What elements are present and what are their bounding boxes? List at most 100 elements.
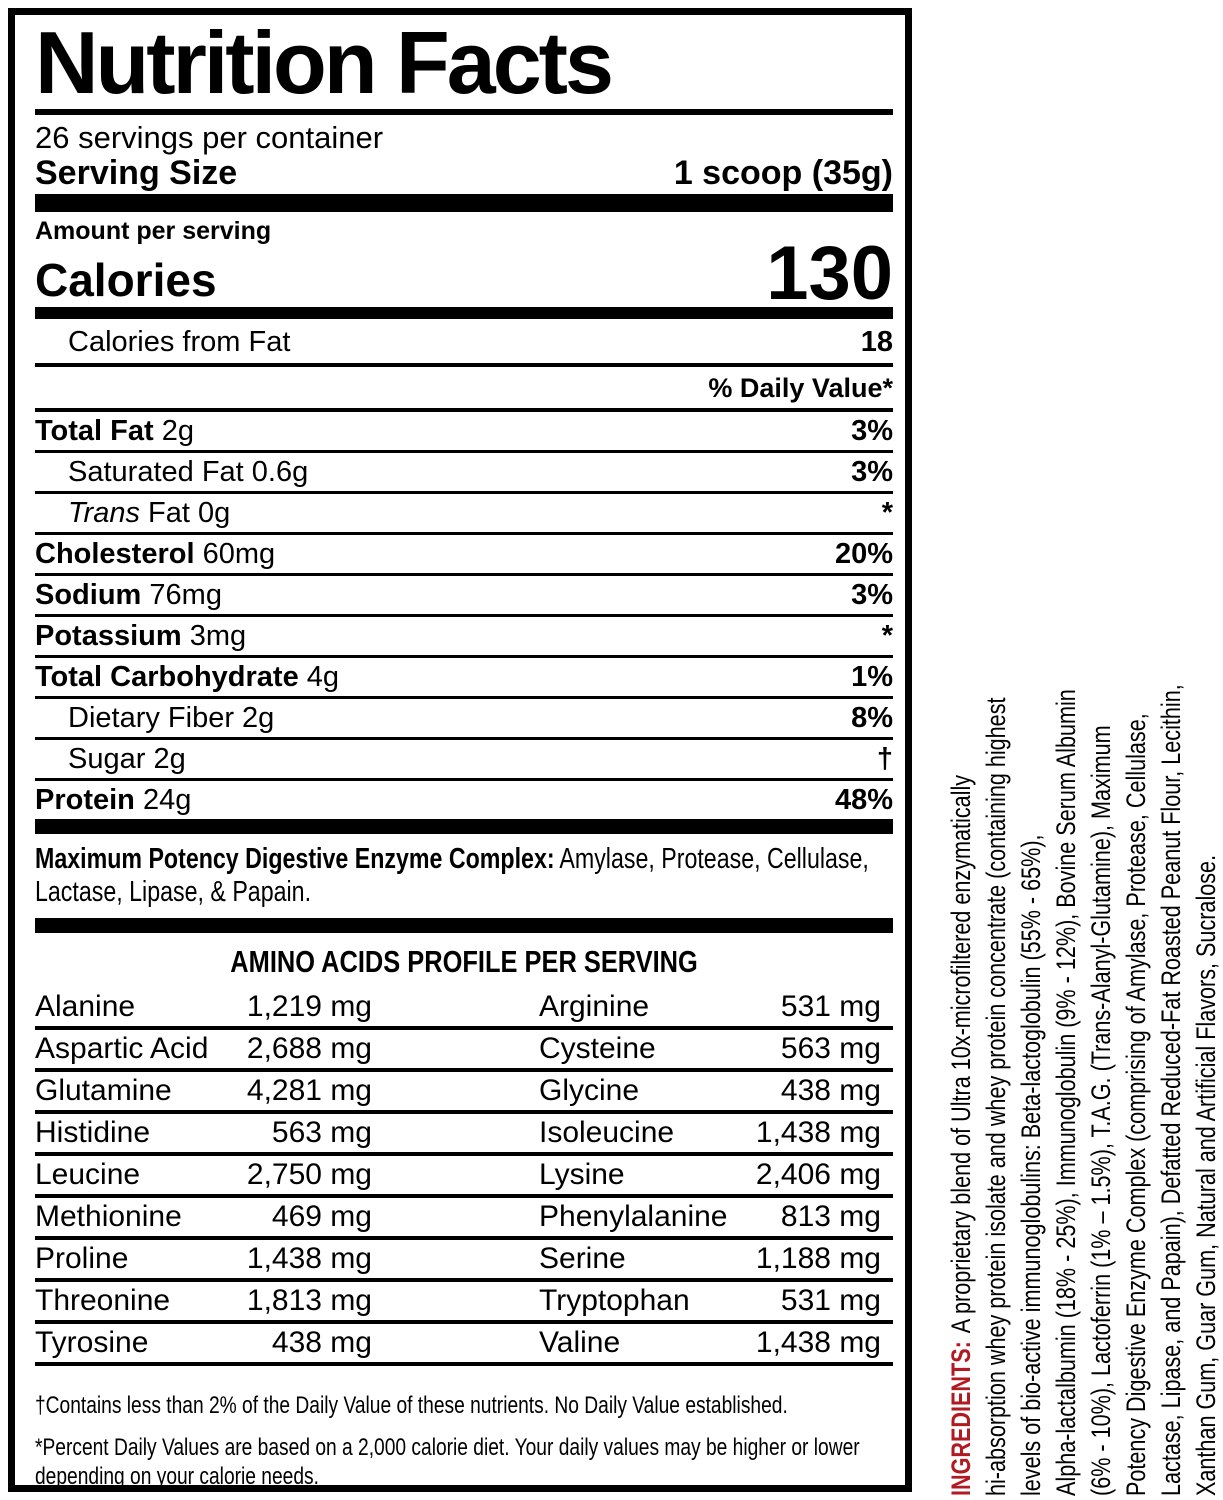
- amino-value: 438 mg: [271, 1326, 372, 1360]
- amino-name: Aspartic Acid: [35, 1032, 209, 1066]
- nutrient-name: Dietary Fiber 2g: [68, 702, 275, 735]
- calories-value: 130: [766, 230, 893, 316]
- amino-name: Leucine: [35, 1158, 141, 1192]
- enzyme-complex-title: Maximum Potency Digestive Enzyme Complex…: [35, 843, 555, 876]
- amino-acid-row: Tyrosine 438 mg Valine 1,438 mg: [35, 1324, 893, 1367]
- ingredients-label: INGREDIENTS:: [946, 1341, 976, 1496]
- amino-acid-row: Threonine 1,813 mg Tryptophan 531 mg: [35, 1282, 893, 1325]
- enzyme-complex-note: Maximum Potency Digestive Enzyme Complex…: [35, 843, 893, 909]
- amino-value: 563 mg: [271, 1116, 372, 1150]
- calories-row: Calories 130: [35, 230, 893, 316]
- nutrient-name: Potassium 3mg: [35, 620, 247, 653]
- ingredients-line: (6% - 10%), Lactoferrin (1% – 1.5%), T.A…: [1086, 725, 1116, 1496]
- ingredients-line: Lactase, Lipase, and Papain), Defatted R…: [1156, 684, 1186, 1496]
- amino-name: Arginine: [539, 990, 650, 1024]
- nutrient-name: Cholesterol 60mg: [35, 538, 276, 571]
- ingredients-line: Xanthan Gum, Guar Gum, Natural and Artif…: [1191, 854, 1221, 1496]
- nutrient-row: Saturated Fat 0.6g 3%: [35, 453, 893, 495]
- amino-value: 2,406 mg: [755, 1158, 881, 1192]
- daily-value-header: % Daily Value*: [35, 367, 893, 413]
- enzyme-complex-list: Amylase, Protease, Cellulase, Lactase, L…: [35, 843, 869, 909]
- amino-name: Valine: [539, 1326, 621, 1360]
- nutrient-daily-value: 3%: [851, 456, 893, 489]
- nutrient-name: Sugar 2g: [68, 743, 186, 776]
- amino-acids-heading: AMINO ACIDS PROFILE PER SERVING: [230, 944, 698, 980]
- footnotes: †Contains less than 2% of the Daily Valu…: [35, 1391, 893, 1491]
- amino-name: Proline: [35, 1242, 129, 1276]
- serving-size-row: Serving Size 1 scoop (35g): [35, 156, 893, 190]
- nutrient-name: Total Fat 2g: [35, 415, 195, 448]
- nutrient-row: Total Carbohydrate 4g 1%: [35, 658, 893, 700]
- amino-acid-row: Histidine 563 mg Isoleucine 1,438 mg: [35, 1114, 893, 1157]
- nutrient-row: Total Fat 2g 3%: [35, 412, 893, 454]
- amino-name: Serine: [539, 1242, 626, 1276]
- nutrient-row: Cholesterol 60mg 20%: [35, 535, 893, 577]
- divider-bar-thick: [35, 918, 893, 934]
- nutrition-facts-panel: Nutrition Facts 26 servings per containe…: [8, 8, 912, 1492]
- nutrient-row: Potassium 3mg *: [35, 617, 893, 659]
- calories-from-fat-label: Calories from Fat: [68, 326, 291, 359]
- amino-name: Tyrosine: [35, 1326, 149, 1360]
- serving-size-value: 1 scoop (35g): [673, 153, 893, 192]
- amino-value: 531 mg: [780, 990, 881, 1024]
- amino-value: 563 mg: [780, 1032, 881, 1066]
- footnote-daily-values: *Percent Daily Values are based on a 2,0…: [35, 1434, 860, 1491]
- nutrient-daily-value: 3%: [851, 579, 893, 612]
- divider-bar-medium: [35, 307, 893, 320]
- footnote-dagger: †Contains less than 2% of the Daily Valu…: [35, 1392, 788, 1420]
- amino-value: 1,438 mg: [246, 1242, 372, 1276]
- amino-name: Glycine: [539, 1074, 640, 1108]
- amino-value: 4,281 mg: [246, 1074, 372, 1108]
- nutrient-name: Total Carbohydrate 4g: [35, 661, 340, 694]
- amino-name: Cysteine: [539, 1032, 656, 1066]
- divider-bar-thick: [35, 819, 893, 835]
- amino-value: 1,438 mg: [755, 1116, 881, 1150]
- nutrient-daily-value: *: [881, 497, 893, 530]
- amino-acid-row: Methionine 469 mg Phenylalanine 813 mg: [35, 1198, 893, 1241]
- amino-value: 813 mg: [780, 1200, 881, 1234]
- nutrient-row: Protein 24g 48%: [35, 781, 893, 819]
- amino-value: 531 mg: [780, 1284, 881, 1318]
- nutrient-daily-value: 3%: [851, 415, 893, 448]
- amino-name: Threonine: [35, 1284, 171, 1318]
- calories-label: Calories: [35, 253, 217, 306]
- amino-name: Phenylalanine: [539, 1200, 728, 1234]
- nutrient-table: Total Fat 2g 3% Saturated Fat 0.6g 3% Trans …: [35, 412, 893, 819]
- amino-name: Alanine: [35, 990, 136, 1024]
- amino-acids-table: Alanine 1,219 mg Arginine 531 mg Aspartic Ac…: [35, 988, 893, 1367]
- nutrient-row: Trans Fat 0g *: [35, 494, 893, 536]
- nutrient-daily-value: †: [876, 743, 893, 776]
- amino-acid-row: Alanine 1,219 mg Arginine 531 mg: [35, 988, 893, 1031]
- nutrient-daily-value: 48%: [834, 784, 893, 817]
- amino-acid-row: Aspartic Acid 2,688 mg Cysteine 563 mg: [35, 1030, 893, 1073]
- amino-value: 469 mg: [271, 1200, 372, 1234]
- nutrient-daily-value: 20%: [834, 538, 893, 571]
- amino-name: Tryptophan: [539, 1284, 690, 1318]
- ingredients-text: A proprietary blend of Ultra 10x-microfi…: [946, 774, 976, 1334]
- calories-from-fat-value: 18: [860, 326, 893, 359]
- ingredients-line: INGREDIENTS: A proprietary blend of Ultra…: [944, 684, 979, 1496]
- amino-name: Histidine: [35, 1116, 151, 1150]
- amino-value: 1,813 mg: [246, 1284, 372, 1318]
- amino-acid-row: Proline 1,438 mg Serine 1,188 mg: [35, 1240, 893, 1283]
- amino-value: 1,438 mg: [755, 1326, 881, 1360]
- calories-from-fat-row: Calories from Fat 18: [35, 319, 893, 368]
- serving-size-label: Serving Size: [35, 153, 238, 192]
- ingredients-rotated-text: INGREDIENTS: A proprietary blend of Ultra…: [944, 684, 1223, 1496]
- amino-value: 1,188 mg: [755, 1242, 881, 1276]
- amino-acid-row: Leucine 2,750 mg Lysine 2,406 mg: [35, 1156, 893, 1199]
- amino-value: 2,688 mg: [246, 1032, 372, 1066]
- divider-bar-thick: [35, 193, 893, 212]
- nutrient-name: Sodium 76mg: [35, 579, 222, 612]
- amino-value: 2,750 mg: [246, 1158, 372, 1192]
- amino-name: Glutamine: [35, 1074, 172, 1108]
- amino-acid-row: Glutamine 4,281 mg Glycine 438 mg: [35, 1072, 893, 1115]
- nutrient-daily-value: *: [881, 620, 893, 653]
- amino-value: 1,219 mg: [246, 990, 372, 1024]
- ingredients-line: Alpha-lactalbumin (18% - 25%), Immunoglo…: [1051, 689, 1081, 1496]
- nutrient-name: Trans Fat 0g: [68, 497, 231, 530]
- nutrient-name: Saturated Fat 0.6g: [68, 456, 309, 489]
- nutrient-row: Sodium 76mg 3%: [35, 576, 893, 618]
- amount-per-serving-label: Amount per serving: [35, 216, 272, 245]
- ingredients-line: hi-absorption whey protein isolate and w…: [981, 697, 1011, 1497]
